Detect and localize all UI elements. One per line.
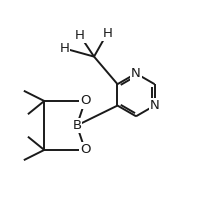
Text: B: B bbox=[72, 119, 81, 132]
Text: O: O bbox=[80, 143, 90, 156]
Text: H: H bbox=[75, 29, 85, 42]
Text: N: N bbox=[131, 67, 141, 80]
Text: H: H bbox=[102, 27, 112, 40]
Text: N: N bbox=[150, 99, 159, 112]
Text: H: H bbox=[59, 42, 69, 55]
Text: O: O bbox=[80, 94, 90, 108]
